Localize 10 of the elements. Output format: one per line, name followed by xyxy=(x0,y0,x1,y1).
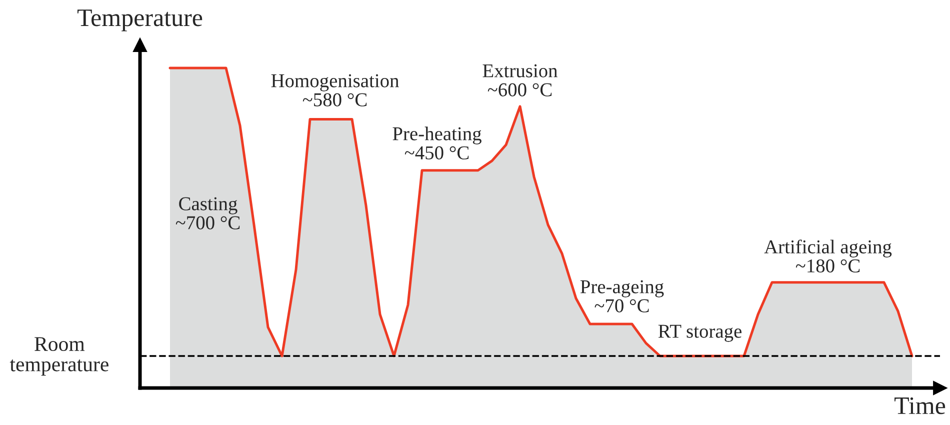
annotation: Pre-heating ~450 °C xyxy=(392,126,482,160)
annotation: RT storage xyxy=(658,324,742,342)
annotation: Casting ~700 °C xyxy=(176,197,240,230)
ref-line-label: Room temperature xyxy=(10,337,108,376)
annotation: Extrusion ~600 °C xyxy=(482,64,558,96)
annotation: Homogenisation ~580 °C xyxy=(271,74,399,106)
y-axis-title: Temperature xyxy=(77,10,202,32)
x-axis-title: Time xyxy=(894,397,946,414)
annotation: Pre-ageing ~70 °C xyxy=(580,280,664,312)
annotation: Artificial ageing ~180 °C xyxy=(764,240,892,272)
